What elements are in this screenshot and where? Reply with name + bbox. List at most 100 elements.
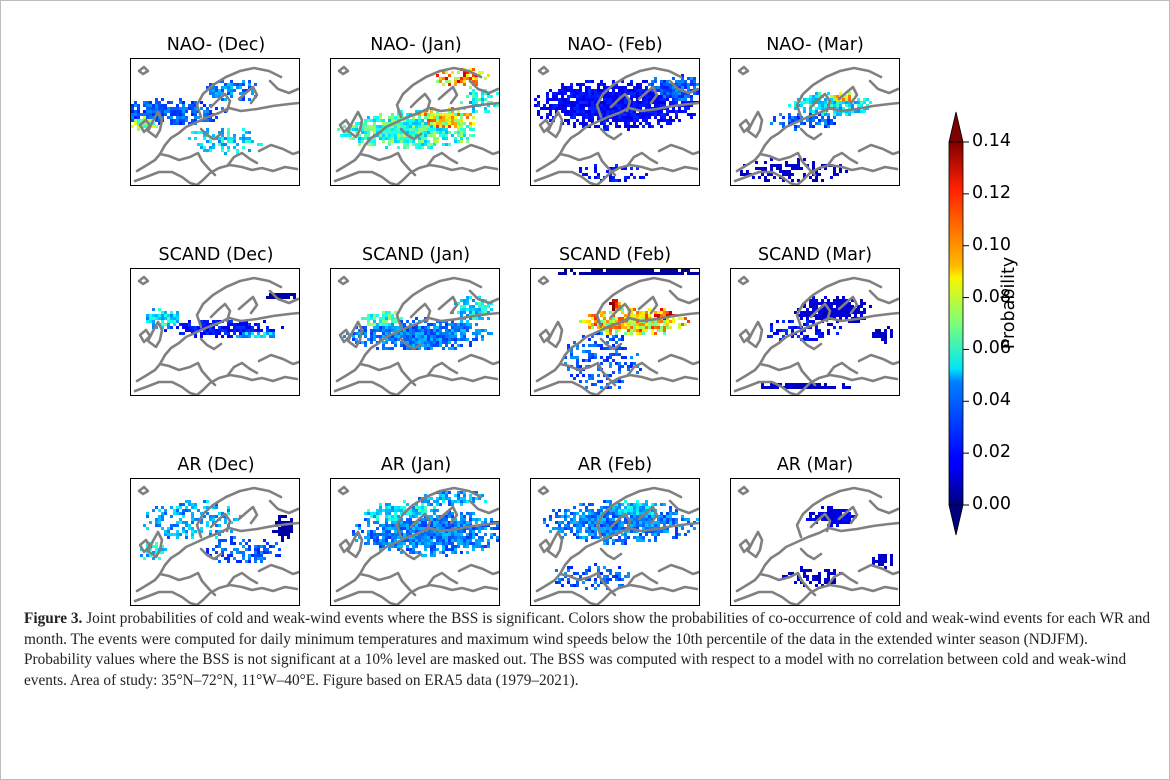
probability-cell bbox=[370, 140, 373, 143]
probability-cell bbox=[579, 98, 582, 101]
probability-cell bbox=[597, 326, 600, 329]
probability-cell bbox=[221, 137, 224, 140]
probability-cell bbox=[681, 95, 684, 98]
probability-cell bbox=[376, 128, 379, 131]
probability-cell bbox=[382, 332, 385, 335]
probability-cell bbox=[481, 338, 484, 341]
probability-cell bbox=[385, 347, 388, 350]
probability-cell bbox=[585, 101, 588, 104]
probability-cell bbox=[391, 545, 394, 548]
probability-cell bbox=[615, 320, 618, 323]
probability-cell bbox=[615, 575, 618, 578]
probability-cell bbox=[812, 308, 815, 311]
probability-cell bbox=[179, 98, 182, 101]
probability-cell bbox=[215, 530, 218, 533]
probability-cell bbox=[582, 125, 585, 128]
probability-cell bbox=[573, 113, 576, 116]
probability-cell bbox=[594, 518, 597, 521]
probability-cell bbox=[564, 269, 567, 272]
probability-cell bbox=[170, 533, 173, 536]
probability-cell bbox=[797, 158, 800, 161]
probability-cell bbox=[442, 122, 445, 125]
probability-cell bbox=[597, 176, 600, 179]
probability-cell bbox=[248, 335, 251, 338]
probability-cell bbox=[630, 521, 633, 524]
probability-cell bbox=[158, 101, 161, 104]
probability-cell bbox=[642, 101, 645, 104]
probability-cell bbox=[564, 86, 567, 89]
probability-cell bbox=[481, 521, 484, 524]
probability-cell bbox=[158, 104, 161, 107]
probability-cell bbox=[454, 530, 457, 533]
probability-cell bbox=[284, 296, 287, 299]
probability-cell bbox=[379, 506, 382, 509]
probability-cell bbox=[457, 140, 460, 143]
probability-cell bbox=[612, 311, 615, 314]
probability-cell bbox=[669, 83, 672, 86]
probability-cell bbox=[618, 125, 621, 128]
probability-cell bbox=[576, 581, 579, 584]
coastline-segment bbox=[257, 353, 299, 366]
probability-cell bbox=[558, 98, 561, 101]
probability-cell bbox=[179, 332, 182, 335]
probability-cell bbox=[663, 308, 666, 311]
probability-cell bbox=[621, 167, 624, 170]
probability-cell bbox=[454, 122, 457, 125]
coastline-segment bbox=[809, 92, 832, 113]
probability-cell bbox=[579, 527, 582, 530]
probability-cell bbox=[472, 122, 475, 125]
probability-cell bbox=[845, 521, 848, 524]
probability-cell bbox=[484, 500, 487, 503]
probability-cell bbox=[591, 110, 594, 113]
probability-cell bbox=[890, 329, 893, 332]
probability-cell bbox=[615, 116, 618, 119]
probability-cell bbox=[654, 539, 657, 542]
probability-cell bbox=[576, 365, 579, 368]
probability-cell bbox=[833, 581, 836, 584]
probability-cell bbox=[391, 527, 394, 530]
probability-cell bbox=[818, 302, 821, 305]
coastline-segment bbox=[538, 538, 552, 554]
probability-cell bbox=[433, 131, 436, 134]
probability-cell bbox=[884, 335, 887, 338]
probability-cell bbox=[203, 134, 206, 137]
probability-cell bbox=[642, 509, 645, 512]
probability-cell bbox=[433, 536, 436, 539]
probability-cell bbox=[412, 512, 415, 515]
probability-cell bbox=[487, 317, 490, 320]
coastline-segment bbox=[538, 328, 552, 344]
probability-cell bbox=[206, 323, 209, 326]
map-canvas bbox=[333, 65, 499, 185]
probability-cell bbox=[597, 89, 600, 92]
probability-cell bbox=[591, 314, 594, 317]
probability-cell bbox=[460, 323, 463, 326]
probability-cell bbox=[254, 557, 257, 560]
probability-cell bbox=[463, 530, 466, 533]
probability-cell bbox=[445, 329, 448, 332]
probability-cell bbox=[221, 89, 224, 92]
probability-cell bbox=[245, 335, 248, 338]
probability-cell bbox=[475, 332, 478, 335]
coastline-segment bbox=[668, 499, 699, 515]
probability-cell bbox=[534, 98, 537, 101]
probability-cell bbox=[657, 272, 660, 275]
probability-cell bbox=[385, 134, 388, 137]
probability-cell bbox=[385, 515, 388, 518]
probability-cell bbox=[657, 122, 660, 125]
probability-cell bbox=[445, 548, 448, 551]
coastline-segment bbox=[395, 66, 483, 119]
probability-cell bbox=[248, 80, 251, 83]
probability-cell bbox=[582, 521, 585, 524]
probability-cell bbox=[666, 98, 669, 101]
probability-cell bbox=[663, 311, 666, 314]
probability-cell bbox=[633, 524, 636, 527]
probability-cell bbox=[633, 122, 636, 125]
probability-cell bbox=[481, 536, 484, 539]
probability-cell bbox=[427, 500, 430, 503]
probability-cell bbox=[636, 536, 639, 539]
probability-cell bbox=[442, 341, 445, 344]
probability-cell bbox=[445, 533, 448, 536]
coastline-segment bbox=[857, 563, 899, 576]
probability-cell bbox=[478, 536, 481, 539]
probability-cell bbox=[194, 506, 197, 509]
